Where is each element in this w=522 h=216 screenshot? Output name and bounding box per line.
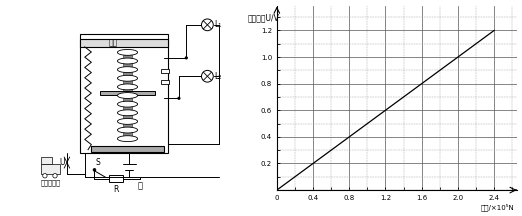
Text: 压力传感器: 压力传感器 [40, 179, 61, 186]
Text: 输出电压U/V: 输出电压U/V [248, 13, 280, 22]
Bar [161, 68, 169, 73]
Ellipse shape [117, 101, 138, 107]
Ellipse shape [117, 58, 138, 64]
Text: S: S [96, 158, 101, 167]
Bar [80, 39, 168, 47]
Ellipse shape [117, 67, 138, 73]
Circle shape [53, 174, 57, 178]
Text: L₂: L₂ [215, 72, 222, 81]
Text: R: R [113, 184, 119, 194]
Circle shape [201, 70, 213, 82]
Bar [80, 34, 168, 153]
Bar [41, 164, 60, 175]
Text: 压力/×10⁵N: 压力/×10⁵N [480, 203, 514, 211]
Ellipse shape [117, 75, 138, 81]
Circle shape [201, 19, 213, 31]
Circle shape [43, 174, 47, 178]
Text: 甲: 甲 [138, 181, 143, 190]
Ellipse shape [117, 49, 138, 55]
Bar [123, 55, 132, 138]
Circle shape [185, 57, 187, 59]
Text: 行铁: 行铁 [108, 38, 117, 47]
Ellipse shape [117, 93, 138, 98]
Bar [91, 146, 164, 152]
Ellipse shape [117, 136, 138, 142]
Bar [41, 157, 52, 164]
Bar [100, 91, 155, 95]
Circle shape [93, 169, 96, 171]
Ellipse shape [117, 118, 138, 124]
Ellipse shape [117, 110, 138, 116]
Ellipse shape [117, 127, 138, 133]
Text: L₁: L₁ [215, 20, 222, 29]
Bar [109, 175, 123, 182]
Text: U: U [60, 158, 65, 167]
Ellipse shape [117, 84, 138, 90]
Bar [161, 79, 169, 84]
Circle shape [178, 97, 180, 99]
